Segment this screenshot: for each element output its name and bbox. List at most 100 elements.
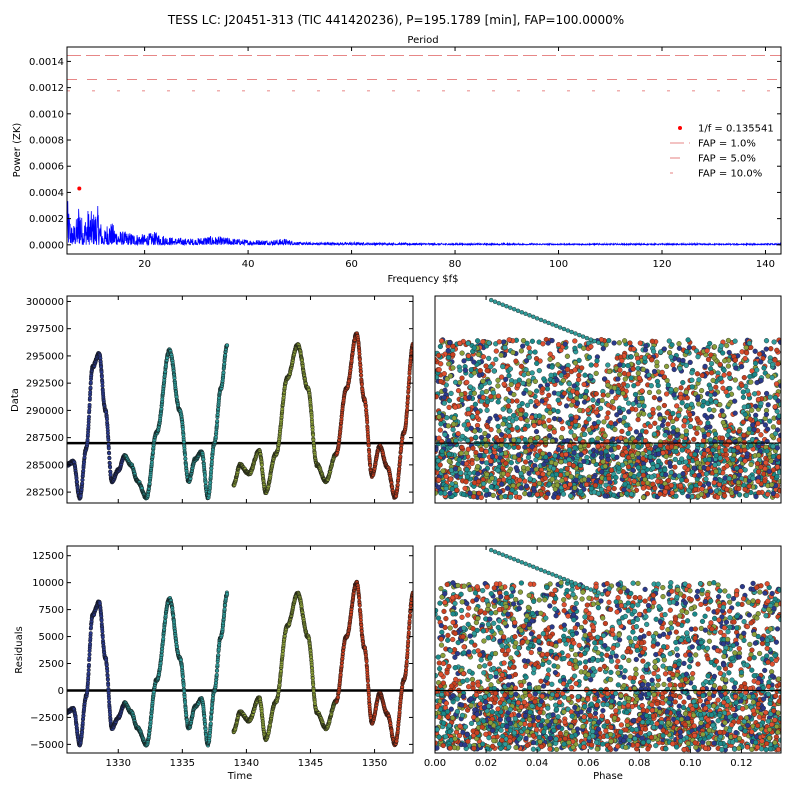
figure-title: TESS LC: J20451-313 (TIC 441420236), P=1… bbox=[167, 13, 625, 27]
data-time-point bbox=[106, 437, 111, 442]
residuals-time-point bbox=[100, 635, 105, 640]
data-time-point bbox=[221, 370, 226, 375]
data-phase-point bbox=[736, 492, 743, 498]
residuals-time-point bbox=[406, 639, 411, 644]
residuals-time-point bbox=[100, 629, 105, 634]
peak-marker bbox=[77, 186, 82, 191]
data-ytick-label: 292500 bbox=[26, 379, 64, 390]
frequency-xtick-label: 20 bbox=[138, 259, 151, 270]
time-xtick-label: 1335 bbox=[170, 758, 195, 769]
data-phase-point bbox=[484, 487, 490, 494]
residuals-time-point bbox=[180, 674, 185, 679]
data-time-point bbox=[397, 466, 402, 471]
residuals-time-point bbox=[86, 671, 91, 676]
frequency-xtick-label: 100 bbox=[549, 259, 568, 270]
residuals-time-point bbox=[75, 729, 80, 734]
data-time-point bbox=[357, 357, 362, 362]
residuals-time-point bbox=[357, 596, 362, 601]
residuals-time-point bbox=[87, 652, 92, 657]
periodogram-frame bbox=[66, 46, 782, 255]
data-time-point bbox=[87, 408, 92, 413]
data-time-point bbox=[88, 380, 93, 385]
data-ytick-label: 297500 bbox=[26, 324, 64, 335]
data-time-point bbox=[407, 375, 412, 380]
data-time-point bbox=[107, 451, 112, 456]
data-time-point bbox=[85, 437, 90, 442]
residuals-time-point bbox=[88, 631, 93, 636]
residuals-time-point bbox=[105, 677, 110, 682]
data-time-point bbox=[88, 390, 93, 395]
time-xtick-label: 1330 bbox=[106, 758, 131, 769]
residuals-time-point bbox=[161, 636, 166, 641]
residuals-time-point bbox=[106, 696, 111, 701]
residuals-ytick-label: 0 bbox=[58, 686, 64, 697]
legend-peak-marker bbox=[678, 126, 682, 130]
data-ytick-label: 287500 bbox=[26, 433, 64, 444]
residuals-time-point bbox=[366, 693, 371, 698]
data-time-point bbox=[80, 477, 85, 482]
residuals-time-point bbox=[181, 683, 186, 688]
residuals-time-point bbox=[404, 667, 409, 672]
data-ytick-label: 295000 bbox=[26, 351, 64, 362]
data-ytick-label: 300000 bbox=[26, 297, 64, 308]
data-time-point bbox=[358, 363, 363, 368]
data-time-point bbox=[359, 382, 364, 387]
residuals-time-point bbox=[405, 647, 410, 652]
residuals-ytick-label: −2500 bbox=[30, 713, 64, 724]
legend-fap-label: FAP = 5.0% bbox=[698, 154, 756, 165]
frequency-xtick-label: 60 bbox=[345, 259, 358, 270]
data-ytick-label: 285000 bbox=[26, 460, 64, 471]
legend-peak-label: 1/f = 0.135541 bbox=[698, 124, 774, 135]
data-time-point bbox=[405, 407, 410, 412]
residuals-time-point bbox=[88, 642, 93, 647]
frequency-xtick-label: 80 bbox=[449, 259, 462, 270]
data-time-point bbox=[108, 465, 113, 470]
residuals-time-plot-area bbox=[67, 579, 413, 748]
power-ytick-label: 0.0010 bbox=[29, 109, 64, 120]
frequency-xtick-label: 40 bbox=[242, 259, 255, 270]
time-xtick-label: 1345 bbox=[298, 758, 323, 769]
residuals-time-point bbox=[184, 713, 189, 718]
residuals-time-point bbox=[406, 630, 411, 635]
residuals-time-point bbox=[338, 672, 343, 677]
power-ytick-label: 0.0004 bbox=[29, 188, 64, 199]
residuals-time-point bbox=[408, 613, 413, 618]
data-time-point bbox=[358, 369, 363, 374]
residuals-time-point bbox=[203, 722, 208, 727]
residuals-time-point bbox=[87, 656, 92, 661]
residuals-time-point bbox=[106, 683, 111, 688]
data-time-point bbox=[88, 385, 93, 390]
residuals-time-point bbox=[357, 603, 362, 608]
data-time-point bbox=[183, 456, 188, 461]
residuals-ytick-label: 2500 bbox=[39, 659, 64, 670]
residuals-ytick-label: 10000 bbox=[32, 578, 64, 589]
data-phase-point bbox=[522, 491, 528, 497]
data-time-point bbox=[359, 373, 364, 378]
time-xtick-label: 1340 bbox=[234, 758, 259, 769]
data-time-point bbox=[368, 463, 373, 468]
power-spectrum-line bbox=[67, 201, 781, 247]
power-ytick-label: 0.0014 bbox=[29, 57, 64, 68]
residuals-time-point bbox=[215, 668, 220, 673]
residuals-time-point bbox=[151, 690, 156, 695]
residuals-time-point bbox=[311, 682, 316, 687]
frequency-axis-label: Frequency $f$ bbox=[387, 274, 458, 285]
data-time-point bbox=[209, 466, 214, 471]
power-axis-label: Power (ZK) bbox=[12, 123, 23, 178]
data-time-point bbox=[150, 450, 155, 455]
data-time-frame bbox=[66, 295, 414, 504]
data-time-point bbox=[208, 480, 213, 485]
time-axis-label: Time bbox=[227, 771, 252, 782]
power-ytick-label: 0.0008 bbox=[29, 136, 64, 147]
period-axis-label: Period bbox=[407, 35, 438, 46]
data-time-point bbox=[215, 419, 220, 424]
residuals-time-point bbox=[86, 668, 91, 673]
data-time-point bbox=[74, 479, 79, 484]
data-time-point bbox=[367, 450, 372, 455]
residuals-time-point bbox=[214, 672, 219, 677]
power-ytick-label: 0.0000 bbox=[29, 240, 64, 251]
data-time-point bbox=[86, 414, 91, 419]
residuals-ytick-label: −5000 bbox=[30, 740, 64, 751]
residuals-time-point bbox=[215, 662, 220, 667]
